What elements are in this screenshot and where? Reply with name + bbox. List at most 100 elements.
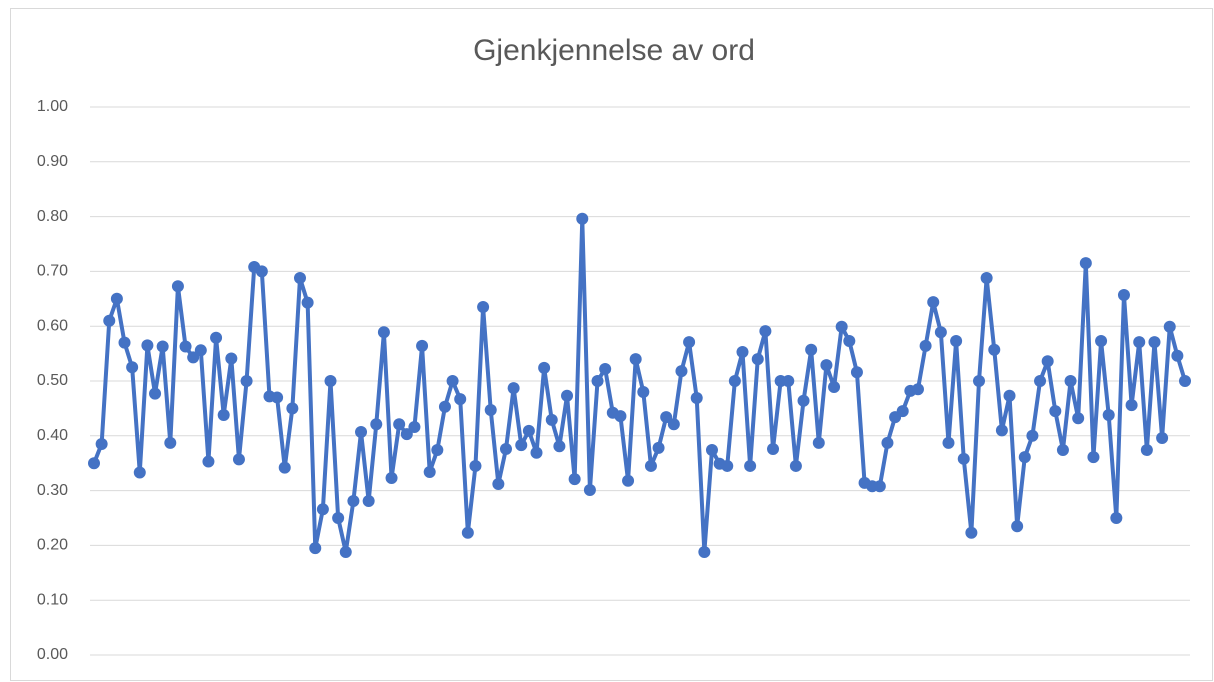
data-point <box>705 444 718 457</box>
data-point <box>881 436 894 449</box>
y-tick-label: 0.20 <box>37 537 68 554</box>
data-point <box>995 424 1008 437</box>
data-point <box>911 383 924 396</box>
data-point <box>88 457 100 470</box>
data-point <box>370 418 383 431</box>
data-point <box>171 280 184 293</box>
data-point <box>896 405 909 418</box>
data-point <box>919 339 932 352</box>
data-point <box>1034 375 1047 387</box>
data-point <box>797 394 810 407</box>
data-point <box>843 334 856 347</box>
data-point <box>980 271 993 284</box>
data-point <box>438 400 451 413</box>
y-tick-label: 1.00 <box>37 98 68 115</box>
data-point <box>568 473 581 486</box>
chart-frame <box>10 8 1213 681</box>
data-point <box>728 375 741 387</box>
data-point <box>339 545 352 558</box>
data-point <box>95 438 108 451</box>
y-tick-label: 0.30 <box>37 482 68 499</box>
data-point <box>545 413 558 426</box>
data-point <box>973 375 986 387</box>
data-point <box>1018 451 1031 464</box>
data-point <box>126 361 139 374</box>
data-point <box>850 366 863 379</box>
data-point <box>286 402 299 415</box>
y-tick-label: 0.10 <box>37 591 68 608</box>
data-point <box>232 453 245 466</box>
data-point <box>316 503 329 516</box>
data-point <box>1133 336 1146 349</box>
data-point <box>942 436 955 449</box>
data-point <box>454 393 467 406</box>
data-point <box>1041 355 1054 368</box>
data-point <box>110 292 123 305</box>
data-point <box>538 361 551 374</box>
data-point <box>492 478 505 491</box>
data-point <box>599 362 612 375</box>
data-point <box>950 334 963 347</box>
data-point <box>141 339 154 352</box>
data-point <box>873 480 886 493</box>
data-point <box>164 436 177 449</box>
data-point <box>217 408 230 421</box>
data-point <box>1148 336 1161 349</box>
data-point <box>355 425 368 438</box>
data-point <box>499 442 512 455</box>
data-point <box>332 512 345 524</box>
data-point <box>194 344 207 357</box>
data-point <box>240 375 253 387</box>
data-point <box>1049 405 1062 418</box>
data-point <box>1003 389 1016 402</box>
y-tick-label: 0.90 <box>37 153 68 170</box>
data-point <box>362 495 375 508</box>
y-tick-label: 0.60 <box>37 317 68 334</box>
data-point <box>751 353 764 366</box>
data-point <box>1072 412 1085 425</box>
data-point <box>149 387 162 400</box>
data-point <box>805 343 818 356</box>
data-point <box>1011 520 1024 533</box>
data-point <box>530 446 543 459</box>
data-point <box>721 459 734 472</box>
data-point <box>583 484 596 497</box>
data-point <box>622 474 635 487</box>
data-point <box>293 271 306 284</box>
data-point <box>660 411 673 424</box>
data-point <box>957 452 970 465</box>
data-point <box>515 439 528 452</box>
data-point <box>767 442 780 455</box>
data-point <box>507 382 520 395</box>
data-point <box>828 381 841 394</box>
data-point <box>1087 451 1100 464</box>
data-point <box>576 212 589 225</box>
y-tick-label: 0.00 <box>37 646 68 663</box>
y-tick-label: 0.40 <box>37 427 68 444</box>
data-point <box>835 320 848 333</box>
data-point <box>156 340 169 353</box>
y-tick-label: 0.50 <box>37 372 68 389</box>
data-point <box>988 343 1001 356</box>
data-point <box>431 444 444 457</box>
data-point <box>614 410 627 423</box>
data-point <box>690 391 703 404</box>
data-point <box>820 359 833 372</box>
data-point <box>1179 375 1191 387</box>
data-point <box>1125 399 1138 412</box>
data-point <box>347 495 360 508</box>
data-point <box>1079 257 1092 270</box>
data-point <box>675 365 688 378</box>
data-point <box>789 459 802 472</box>
data-point <box>179 340 192 353</box>
data-point <box>522 424 535 437</box>
data-point <box>1064 375 1077 387</box>
data-point <box>301 296 314 309</box>
chart-title: Gjenkjennelse av ord <box>473 34 755 67</box>
data-point <box>393 418 406 431</box>
data-point <box>202 455 215 468</box>
data-point <box>1110 512 1123 524</box>
data-point <box>1171 349 1184 362</box>
data-point <box>683 336 696 349</box>
